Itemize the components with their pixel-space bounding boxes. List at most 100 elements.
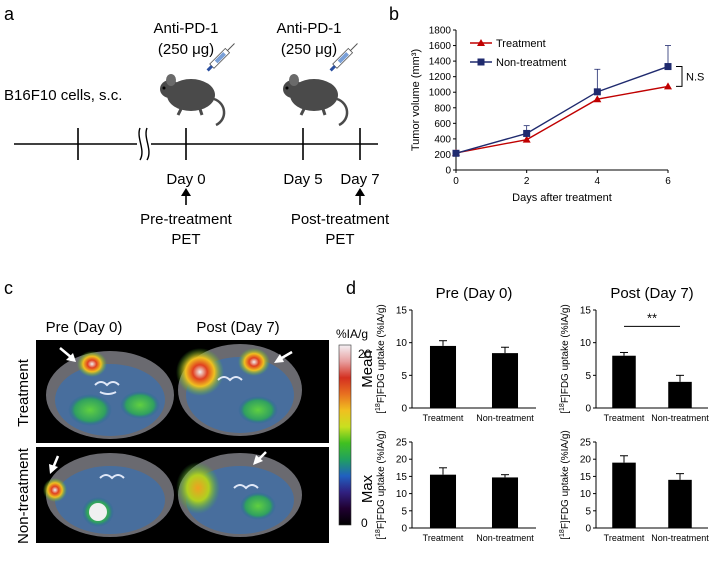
y-axis-label: [18F]FDG uptake (%IA/g) — [375, 304, 387, 414]
category-label: Treatment — [423, 413, 464, 423]
row-label-max: Max — [359, 474, 376, 503]
bar — [429, 474, 457, 528]
y-tick-label: 5 — [401, 506, 407, 517]
tumor-volume-chart: 0 200 400 600 800 1000 1200 1400 1600 1800 0 2 4 6 Day… — [410, 26, 704, 205]
y-tick-label: 1800 — [429, 26, 452, 37]
pet-image — [174, 447, 329, 543]
chart-title: Post (Day 7) — [610, 285, 693, 302]
y-tick-label: 10 — [580, 338, 592, 349]
dose2-drug: Anti-PD-1 — [276, 20, 341, 37]
significance-bracket — [676, 66, 683, 87]
y-tick-label: 0 — [401, 404, 407, 415]
y-tick-label: 15 — [396, 306, 408, 317]
dose1-drug: Anti-PD-1 — [153, 20, 218, 37]
x-axis-label: Days after treatment — [512, 192, 612, 204]
y-tick-label: 20 — [580, 455, 592, 466]
y-tick-label: 25 — [580, 438, 592, 449]
colorbar-min: 0 — [361, 516, 368, 530]
y-tick-label: 10 — [396, 489, 408, 500]
panel-letter-b: b — [389, 4, 399, 24]
pet-panel: Pre (Day 0) Post (Day 7) Treatment Non-t… — [15, 319, 372, 544]
data-point — [593, 95, 602, 103]
data-point — [664, 63, 672, 71]
y-tick-label: 600 — [434, 119, 451, 130]
y-axis-label: [18F]FDG uptake (%IA/g) — [559, 304, 571, 414]
y-tick-label: 1600 — [429, 41, 452, 52]
arrow-icon — [274, 350, 293, 363]
bar — [668, 479, 692, 528]
x-tick-label: 0 — [453, 176, 459, 187]
y-tick-label: 0 — [585, 524, 591, 535]
pet-image — [36, 447, 192, 543]
panel-letter-d: d — [346, 278, 356, 298]
axis-break — [137, 126, 151, 162]
y-tick-label: 15 — [396, 472, 408, 483]
pre-pet-line2: PET — [171, 231, 200, 248]
pet-image — [36, 340, 192, 443]
data-point — [523, 129, 531, 137]
bar — [491, 477, 519, 528]
up-arrow-icon — [355, 188, 365, 205]
y-tick-label: 400 — [434, 134, 451, 145]
bar — [612, 462, 636, 528]
pet-row-treatment: Treatment — [15, 358, 32, 427]
category-label: Treatment — [604, 413, 645, 423]
category-label: Non-treatment — [476, 533, 534, 543]
x-tick-label: 2 — [524, 176, 530, 187]
dose2-amount: (250 μg) — [281, 41, 337, 58]
pre-pet-line1: Pre-treatment — [140, 211, 233, 228]
category-label: Treatment — [423, 533, 464, 543]
panel-letter-a: a — [4, 4, 15, 24]
y-tick-label: 800 — [434, 103, 451, 114]
y-axis-label: [18F]FDG uptake (%IA/g) — [559, 430, 571, 540]
mouse-icon — [160, 74, 226, 127]
series-line — [455, 65, 669, 154]
y-tick-label: 1000 — [429, 88, 452, 99]
colorbar — [338, 344, 352, 526]
legend-label: Treatment — [496, 38, 546, 50]
bar — [491, 353, 519, 408]
category-label: Non-treatment — [651, 533, 709, 543]
y-tick-label: 15 — [580, 472, 592, 483]
category-label: Non-treatment — [476, 413, 534, 423]
pet-row-nontreatment: Non-treatment — [15, 447, 32, 544]
legend-marker — [477, 39, 485, 46]
y-tick-label: 0 — [585, 404, 591, 415]
x-tick-label: 4 — [595, 176, 601, 187]
significance-label: N.S — [686, 71, 704, 83]
x-tick-label: 6 — [665, 176, 671, 187]
dose1-amount: (250 μg) — [158, 41, 214, 58]
bar — [612, 355, 636, 408]
y-tick-label: 15 — [580, 306, 592, 317]
fdg-uptake-charts: Pre (Day 0) 0 5 10 15 [18F]FDG uptake (%IA/g)… — [375, 285, 709, 543]
colorbar-unit: %IA/g — [336, 327, 368, 341]
arrow-icon — [49, 455, 60, 474]
category-label: Treatment — [604, 533, 645, 543]
y-tick-label: 200 — [434, 150, 451, 161]
pet-col-post: Post (Day 7) — [196, 319, 279, 336]
pet-col-pre: Pre (Day 0) — [46, 319, 123, 336]
up-arrow-icon — [181, 188, 191, 205]
axis-break — [138, 127, 150, 161]
day7-label: Day 7 — [340, 171, 379, 188]
category-label: Non-treatment — [651, 413, 709, 423]
arrow-icon — [253, 451, 267, 465]
y-axis-label: Tumor volume (mm³) — [410, 49, 422, 151]
bar — [668, 381, 692, 408]
y-tick-label: 10 — [580, 489, 592, 500]
day5-label: Day 5 — [283, 171, 322, 188]
y-tick-label: 0 — [401, 524, 407, 535]
data-point — [664, 82, 672, 90]
data-point — [522, 135, 531, 143]
cells-label: B16F10 cells, s.c. — [4, 87, 122, 104]
pet-image — [174, 340, 329, 443]
mouse-icon — [283, 74, 349, 127]
colorbar-max: 20 — [358, 347, 372, 361]
day0-label: Day 0 — [166, 171, 205, 188]
y-tick-label: 1400 — [429, 57, 452, 68]
data-point — [452, 149, 460, 157]
data-point — [593, 88, 601, 96]
panel-letter-c: c — [4, 278, 13, 298]
syringe-icon — [206, 43, 235, 72]
y-axis-label: [18F]FDG uptake (%IA/g) — [375, 430, 387, 540]
